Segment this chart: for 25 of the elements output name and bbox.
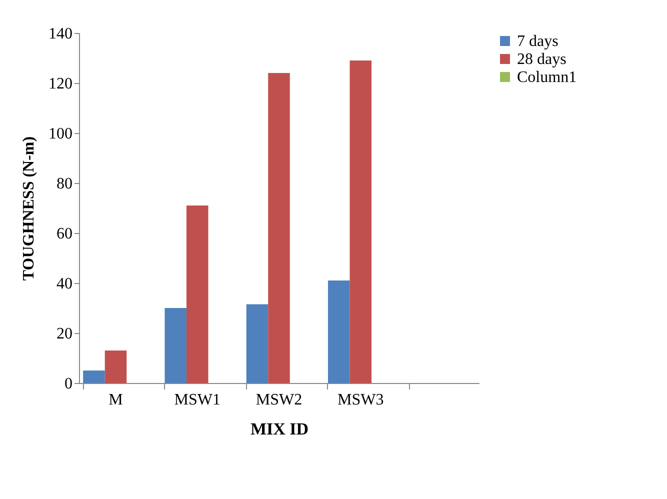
bar bbox=[83, 370, 105, 383]
bar bbox=[350, 60, 372, 383]
y-tick-label: 60 bbox=[56, 226, 72, 242]
x-axis-title: MIX ID bbox=[250, 420, 309, 438]
legend-label: Column1 bbox=[517, 69, 577, 86]
bar bbox=[186, 206, 208, 383]
bar bbox=[268, 73, 290, 383]
bar bbox=[164, 308, 186, 383]
y-tick-label: 140 bbox=[48, 26, 72, 42]
y-tick-label: 80 bbox=[56, 176, 72, 192]
x-tick-label: MSW1 bbox=[174, 392, 220, 408]
y-tick-label: 0 bbox=[64, 376, 72, 392]
y-tick-label: 40 bbox=[56, 276, 72, 292]
bar bbox=[246, 304, 268, 383]
y-tick-label: 20 bbox=[56, 326, 72, 342]
y-tick-label: 100 bbox=[48, 126, 72, 142]
legend-label: 7 days bbox=[517, 33, 558, 50]
x-tick-label: M bbox=[108, 392, 123, 408]
y-tick-label: 120 bbox=[48, 76, 72, 92]
bar bbox=[104, 350, 127, 383]
x-tick-label: MSW3 bbox=[338, 392, 384, 408]
bar bbox=[328, 280, 350, 383]
x-tick-label: MSW2 bbox=[256, 392, 302, 408]
y-axis-title: TOUGHNESS (N-m) bbox=[20, 136, 38, 281]
legend-label: 28 days bbox=[517, 51, 566, 68]
